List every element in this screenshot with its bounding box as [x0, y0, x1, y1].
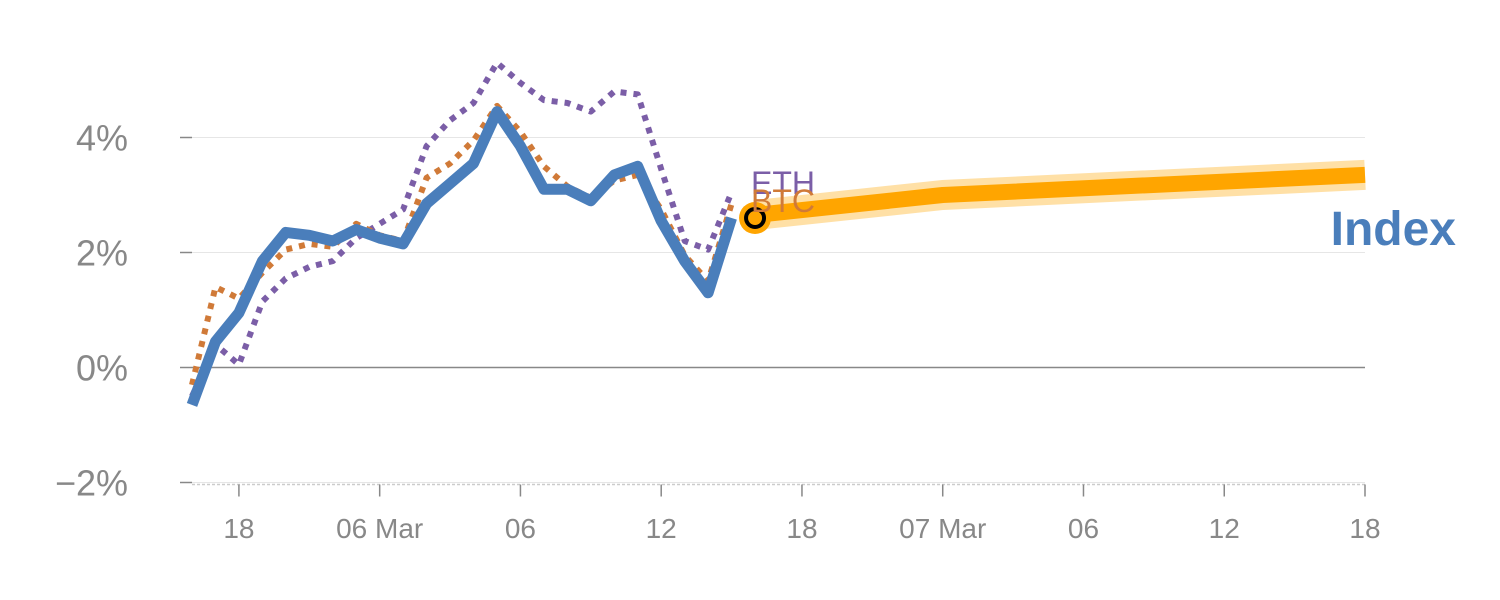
- x-tick-label: 07 Mar: [899, 513, 986, 544]
- x-tick-label: 12: [1209, 513, 1240, 544]
- x-tick-label: 12: [646, 513, 677, 544]
- grid-lines: [192, 137, 1365, 483]
- x-tick-label: 18: [786, 513, 817, 544]
- x-tick-label: 18: [1349, 513, 1380, 544]
- y-tick-label: 0%: [76, 348, 128, 389]
- current-value-marker: [739, 202, 772, 234]
- series-labels: ETH BTC Index: [751, 165, 1456, 256]
- axes: −2% 0% 2% 4% 18 06 Mar 06 12 18 07 Mar 06 12 18: [55, 118, 1381, 545]
- marker-ring: [744, 207, 767, 229]
- y-tick-label: 2%: [76, 233, 128, 274]
- btc-series-label: BTC: [751, 183, 815, 219]
- x-tick-label: 06: [505, 513, 536, 544]
- marker-halo: [739, 202, 772, 234]
- eth-series-label: ETH: [751, 165, 815, 201]
- y-tick-label: 4%: [76, 118, 128, 159]
- y-tick-label: −2%: [55, 463, 128, 504]
- forecast-line: [754, 166, 1366, 224]
- x-tick-label: 18: [223, 513, 254, 544]
- eth-line: [189, 59, 735, 398]
- index-line: [186, 106, 737, 407]
- x-tick-label: 06 Mar: [336, 513, 423, 544]
- series-group: [186, 59, 1366, 407]
- index-series-label: Index: [1331, 203, 1457, 256]
- x-tick-label: 06: [1068, 513, 1099, 544]
